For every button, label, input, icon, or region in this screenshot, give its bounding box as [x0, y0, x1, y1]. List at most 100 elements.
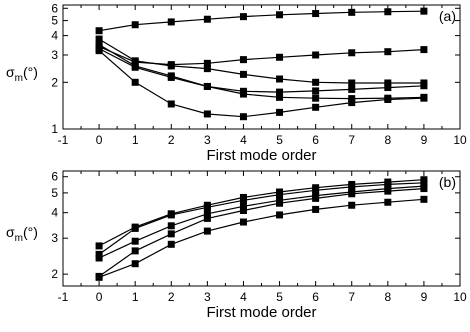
- y-axis-label-subscript: m: [15, 233, 23, 244]
- data-point: [131, 224, 139, 232]
- x-tick-label: 5: [276, 290, 283, 304]
- data-point: [276, 191, 284, 199]
- data-point: [276, 53, 284, 61]
- data-point: [348, 190, 356, 198]
- x-tick-label: 4: [240, 133, 247, 147]
- data-point: [203, 210, 211, 218]
- series-line: [98, 48, 424, 100]
- data-point: [203, 15, 211, 23]
- series-4: [95, 185, 428, 280]
- y-tick-label: 3: [51, 231, 58, 245]
- data-point: [203, 214, 211, 222]
- data-point: [348, 49, 356, 57]
- data-point: [348, 201, 356, 209]
- data-point: [203, 82, 211, 90]
- plot-frame: [62, 4, 461, 130]
- series-line: [98, 188, 424, 277]
- x-tick-label: 10: [453, 290, 467, 304]
- x-tick-label: 4: [240, 290, 247, 304]
- data-point: [420, 185, 428, 193]
- x-tick-label: 10: [453, 133, 467, 147]
- data-point: [276, 211, 284, 219]
- data-point: [167, 240, 175, 248]
- x-axis-label: First mode order: [206, 147, 316, 164]
- data-point: [203, 203, 211, 211]
- data-point: [384, 79, 392, 87]
- x-tick-label: 1: [132, 290, 139, 304]
- data-point: [420, 7, 428, 15]
- x-tick-label: 3: [204, 133, 211, 147]
- data-point: [384, 95, 392, 103]
- y-axis-label-unit: (°): [23, 224, 38, 240]
- series-line: [98, 50, 424, 118]
- y-axis-label-unit: (°): [23, 64, 38, 80]
- data-point: [167, 100, 175, 108]
- y-tick-label: 2: [51, 267, 58, 281]
- data-point: [276, 11, 284, 19]
- data-point: [167, 18, 175, 26]
- x-axis-label: First mode order: [206, 304, 316, 321]
- data-point: [312, 87, 320, 95]
- x-tick-label: -1: [58, 290, 69, 304]
- x-tick-label: 0: [96, 133, 103, 147]
- data-point: [348, 85, 356, 93]
- data-point: [420, 94, 428, 102]
- data-point: [239, 56, 247, 64]
- series-5: [95, 195, 428, 281]
- data-point: [167, 211, 175, 219]
- data-point: [420, 195, 428, 203]
- data-point: [95, 242, 103, 250]
- data-point: [131, 260, 139, 268]
- data-point: [312, 194, 320, 202]
- data-point: [348, 95, 356, 103]
- series-line: [98, 46, 424, 66]
- data-point: [95, 35, 103, 43]
- data-point: [276, 93, 284, 101]
- y-tick-label: 6: [51, 170, 58, 184]
- x-tick-label: 1: [132, 133, 139, 147]
- data-point: [384, 187, 392, 195]
- data-point: [239, 90, 247, 98]
- series-6: [95, 47, 428, 121]
- data-point: [203, 227, 211, 235]
- series-2: [95, 43, 428, 69]
- data-point: [131, 21, 139, 29]
- data-point: [167, 62, 175, 70]
- data-point: [312, 205, 320, 213]
- data-point: [131, 237, 139, 245]
- data-point: [167, 222, 175, 230]
- data-point: [131, 247, 139, 255]
- data-point: [239, 206, 247, 214]
- data-point: [203, 59, 211, 67]
- x-tick-label: 5: [276, 133, 283, 147]
- data-point: [420, 82, 428, 90]
- data-point: [312, 94, 320, 102]
- series-line: [98, 44, 424, 93]
- data-point: [312, 103, 320, 111]
- data-point: [348, 79, 356, 87]
- x-tick-label: 2: [168, 290, 175, 304]
- x-tick-label: 9: [421, 133, 428, 147]
- data-point: [95, 254, 103, 262]
- data-point: [420, 46, 428, 54]
- series-line: [98, 179, 424, 247]
- series-1: [95, 176, 428, 250]
- data-point: [384, 198, 392, 206]
- data-point: [167, 73, 175, 81]
- data-point: [239, 113, 247, 121]
- panel-label: (b): [439, 174, 456, 190]
- data-point: [276, 88, 284, 96]
- y-axis-label-subscript: m: [15, 73, 23, 84]
- series-2: [95, 179, 428, 258]
- data-point: [203, 110, 211, 118]
- y-axis-label: σm(°): [6, 224, 38, 244]
- data-point: [384, 8, 392, 16]
- y-axis-label-symbol: σ: [6, 224, 15, 240]
- data-point: [348, 183, 356, 191]
- x-tick-label: 2: [168, 133, 175, 147]
- y-axis-label-symbol: σ: [6, 64, 15, 80]
- data-point: [95, 273, 103, 281]
- data-point: [131, 57, 139, 65]
- x-tick-label: 7: [348, 133, 355, 147]
